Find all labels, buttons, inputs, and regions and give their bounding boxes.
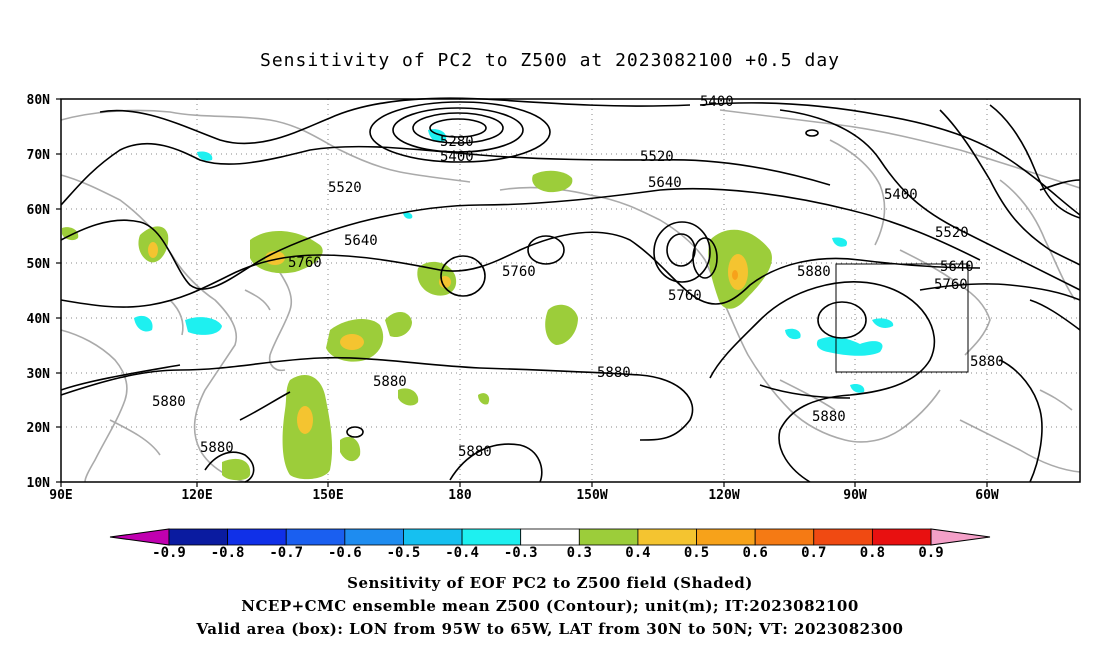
lat-label: 40N (27, 312, 51, 327)
colorbar-label: 0.8 (860, 545, 885, 561)
colorbar-cells (168, 528, 932, 546)
colorbar-label: 0.7 (801, 545, 826, 561)
colorbar-cell (403, 528, 463, 546)
colorbar-cell (520, 528, 580, 546)
colorbar-cell (871, 528, 932, 546)
contour-label: 5520 (935, 225, 969, 241)
contour-label: 5880 (200, 440, 234, 456)
contour-label: 5880 (373, 374, 407, 390)
contour-label: 5880 (152, 394, 186, 410)
footer-line-3: Valid area (box): LON from 95W to 65W, L… (196, 620, 904, 638)
contour-label: 5640 (940, 259, 974, 275)
z500-contours (60, 97, 1081, 483)
contour-label: 5880 (597, 365, 631, 381)
colorbar-label: -0.6 (328, 545, 362, 561)
lat-label: 80N (27, 93, 51, 108)
colorbar-lower-extension (109, 528, 170, 546)
colorbar-upper-extension (930, 528, 991, 546)
colorbar-label: 0.9 (918, 545, 943, 561)
footer-line-2: NCEP+CMC ensemble mean Z500 (Contour); u… (241, 597, 859, 615)
colorbar-label: 0.5 (684, 545, 709, 561)
lat-label: 10N (27, 476, 51, 491)
colorbar-label: 0.4 (625, 545, 650, 561)
colorbar-cell (227, 528, 287, 546)
lon-label: 120W (708, 488, 739, 503)
lat-label: 20N (27, 421, 51, 436)
map-area (61, 99, 1080, 482)
colorbar-label: -0.8 (211, 545, 245, 561)
plot-border (60, 98, 1081, 483)
colorbar-cell (168, 528, 229, 546)
colorbar-label: 0.3 (567, 545, 592, 561)
contour-label: 5640 (344, 233, 378, 249)
contour-label: 5400 (700, 94, 734, 110)
sensitivity-shading (62, 129, 894, 481)
contour-label: 5760 (502, 264, 536, 280)
lat-label: 50N (27, 257, 51, 272)
colorbar-cell (696, 528, 756, 546)
longitude-labels: 90E 120E 150E 180 150W 120W 90W 60W (49, 488, 999, 503)
colorbar-cell (578, 528, 639, 546)
lat-label: 30N (27, 367, 51, 382)
contour-label: 5760 (934, 277, 968, 293)
chart-title: Sensitivity of PC2 to Z500 at 2023082100… (259, 50, 840, 71)
contour-label: 5520 (640, 149, 674, 165)
contour-label: 5400 (440, 149, 474, 165)
colorbar-label: 0.6 (743, 545, 768, 561)
lon-label: 90W (843, 488, 867, 503)
colorbar-label: -0.5 (387, 545, 421, 561)
contour-label: 5880 (970, 354, 1004, 370)
colorbar-labels: -0.9 -0.8 -0.7 -0.6 -0.5 -0.4 -0.3 0.3 0.4 0.5 0.6… (152, 545, 944, 561)
lon-label: 60W (975, 488, 999, 503)
contour-label: 5880 (812, 409, 846, 425)
contour-label: 5280 (440, 134, 474, 150)
lat-label: 70N (27, 148, 51, 163)
contour-label: 5400 (884, 187, 918, 203)
colorbar-label: -0.4 (445, 545, 479, 561)
colorbar: -0.9 -0.8 -0.7 -0.6 -0.5 -0.4 -0.3 0.3 0.4 0.5 0.6… (109, 528, 991, 561)
contour-label: 5760 (288, 255, 322, 271)
footer-line-1: Sensitivity of EOF PC2 to Z500 field (Sh… (347, 574, 753, 592)
valid-area-box (835, 263, 969, 373)
lon-label: 120E (181, 488, 212, 503)
colorbar-cell (754, 528, 815, 546)
lat-label: 60N (27, 203, 51, 218)
colorbar-label: -0.7 (269, 545, 303, 561)
contour-label: 5880 (797, 264, 831, 280)
contour-label: 5640 (648, 175, 682, 191)
lon-label: 150W (576, 488, 607, 503)
contour-label: 5760 (668, 288, 702, 304)
colorbar-cell (637, 528, 697, 546)
lon-label: 180 (448, 488, 472, 503)
colorbar-cell (461, 528, 522, 546)
colorbar-cell (813, 528, 873, 546)
tick-marks (56, 98, 988, 487)
colorbar-label: -0.3 (504, 545, 538, 561)
contour-label: 5520 (328, 180, 362, 196)
lon-label: 90E (49, 488, 72, 503)
lon-label: 150E (312, 488, 343, 503)
contour-labels: 5400 5280 5400 5520 5520 5640 5640 5760 … (152, 94, 1004, 460)
colorbar-cell (344, 528, 404, 546)
colorbar-cell (285, 528, 346, 546)
latitude-labels: 80N 70N 60N 50N 40N 30N 20N 10N (27, 93, 51, 491)
contour-label: 5880 (458, 444, 492, 460)
colorbar-label: -0.9 (152, 545, 186, 561)
